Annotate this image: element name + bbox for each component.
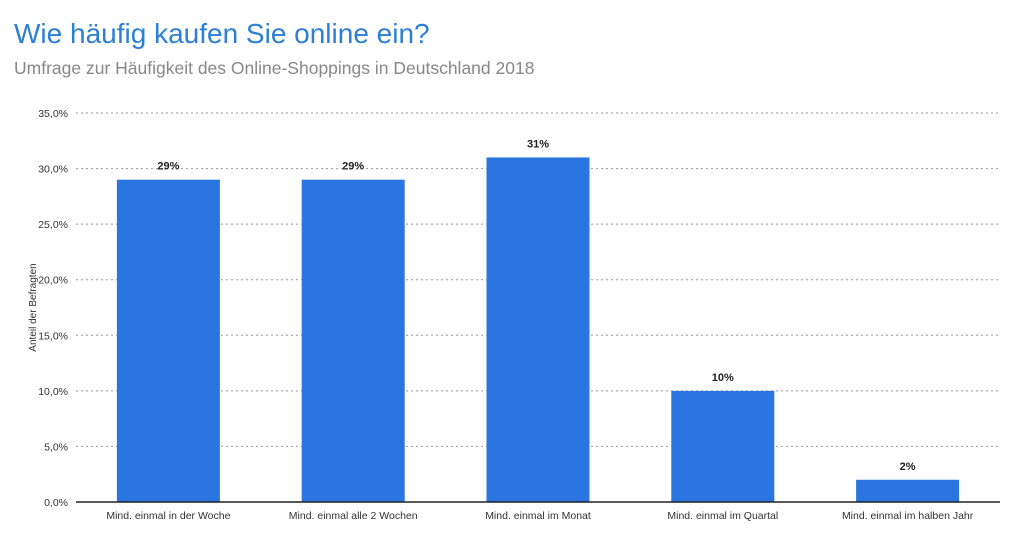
page-subtitle: Umfrage zur Häufigkeit des Online-Shoppi…	[14, 58, 535, 78]
y-tick-label: 0,0%	[44, 497, 68, 509]
y-axis-title: Anteil der Befragten	[28, 263, 39, 351]
data-label: 31%	[527, 138, 549, 150]
y-tick-label: 5,0%	[44, 441, 68, 453]
page-title: Wie häufig kaufen Sie online ein?	[14, 18, 430, 49]
y-tick-label: 25,0%	[38, 219, 68, 231]
bar	[301, 179, 405, 502]
x-category-label: Mind. einmal alle 2 Wochen	[289, 510, 418, 522]
x-axis-categories: Mind. einmal in der Woche Mind. einmal al…	[106, 510, 973, 522]
data-label: 10%	[712, 372, 734, 384]
data-labels: 29% 29% 31% 10% 2%	[157, 138, 915, 472]
bar	[671, 390, 775, 502]
x-category-label: Mind. einmal im halben Jahr	[842, 510, 974, 522]
y-tick-label: 30,0%	[38, 164, 68, 176]
data-label: 2%	[900, 461, 916, 473]
x-category-label: Mind. einmal im Quartal	[667, 510, 778, 522]
bar	[856, 479, 960, 502]
x-category-label: Mind. einmal in der Woche	[106, 510, 230, 522]
y-axis-ticks: 0,0% 5,0% 10,0% 15,0% 20,0% 25,0% 30,0% 35,0%	[38, 108, 68, 509]
bars	[116, 157, 960, 502]
x-category-label: Mind. einmal im Monat	[485, 510, 591, 522]
bar	[486, 157, 590, 502]
y-tick-label: 15,0%	[38, 330, 68, 342]
data-label: 29%	[157, 161, 179, 173]
y-tick-label: 20,0%	[38, 275, 68, 287]
y-tick-label: 35,0%	[38, 108, 68, 120]
data-label: 29%	[342, 161, 364, 173]
bar	[116, 179, 220, 502]
y-tick-label: 10,0%	[38, 386, 68, 398]
